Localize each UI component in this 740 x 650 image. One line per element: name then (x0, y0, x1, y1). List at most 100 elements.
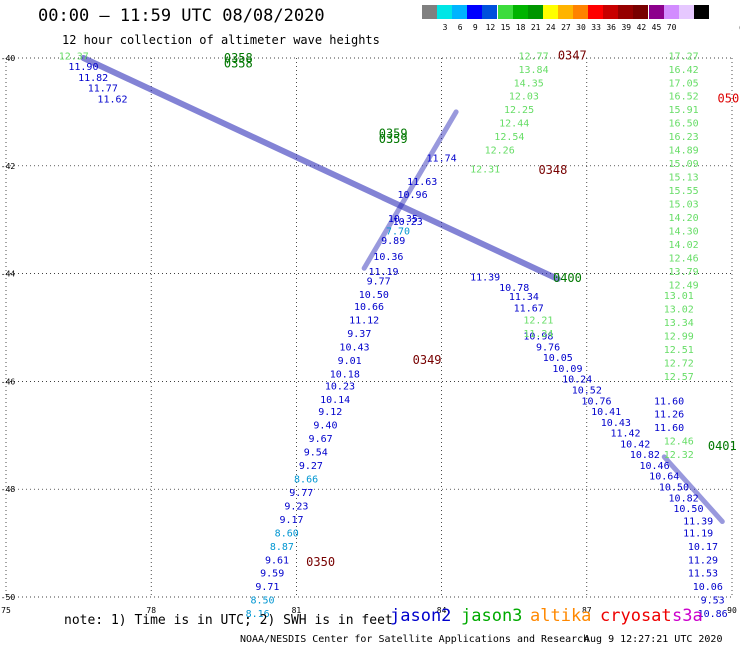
wave-height-label: 11.24 (523, 329, 553, 340)
wave-height-label: 16.52 (669, 92, 699, 103)
wave-height-label: 12.54 (494, 132, 524, 143)
wave-height-label: 10.24 (562, 375, 592, 386)
time-labels: 0358035803470507035903590348040005060500… (224, 48, 740, 569)
legend-swatch (588, 5, 604, 19)
wave-height-label: 11.60 (654, 423, 684, 434)
wave-height-label: 12.25 (504, 105, 534, 116)
satellite-tracks (80, 55, 725, 525)
wave-height-label: 10.66 (354, 302, 384, 313)
pass-time-label: 0350 (306, 555, 335, 569)
page-title: 00:00 – 11:59 UTC 08/08/2020 (38, 6, 325, 26)
wave-height-label: 11.29 (688, 555, 718, 566)
wave-height-label: 14.20 (669, 213, 699, 224)
wave-height-label: 7.70 (386, 226, 410, 237)
x-tick-label: 84 (437, 606, 447, 615)
wave-height-label: 10.50 (673, 504, 703, 515)
wave-height-label: 16.42 (669, 65, 699, 76)
wave-height-label: 12.21 (523, 315, 553, 326)
wave-height-label: 12.37 (59, 51, 89, 62)
dense-track (661, 454, 725, 525)
axis-ticks: 75 78 81 84 87 90 -40 -42 -44 -46 -48 -50 (1, 54, 737, 615)
footnote: note: 1) Time is in UTC; 2) SWH is in fe… (64, 613, 393, 628)
wave-height-label: 10.76 (581, 396, 611, 407)
satellite-label: jason2 (390, 606, 452, 626)
wave-height-label: 15.09 (669, 159, 699, 170)
wave-height-label: 11.26 (654, 410, 684, 421)
satellite-label: s3a (672, 606, 703, 626)
wave-height-label: 10.06 (693, 582, 723, 593)
wave-height-label: 10.09 (552, 364, 582, 375)
legend-swatch (633, 5, 649, 19)
wave-height-label: 10.05 (543, 353, 573, 364)
wave-height-label: 15.55 (669, 186, 699, 197)
legend-swatch (663, 5, 679, 19)
wave-height-label: 9.89 (381, 236, 405, 247)
wave-height-label: 12.51 (664, 345, 694, 356)
legend-swatch (482, 5, 498, 19)
legend-swatch (512, 5, 528, 19)
wave-height-label: 13.84 (519, 65, 549, 76)
wave-height-label: 9.53 (701, 596, 725, 607)
wave-height-label: 15.03 (669, 200, 699, 211)
pass-time-label: 0400 (553, 271, 582, 285)
wave-height-label: 10.14 (320, 395, 350, 406)
legend-label: 42 (636, 23, 647, 32)
pass-time-label: 0507 (718, 91, 740, 105)
legend-label: 70 (666, 23, 677, 32)
wave-height-label: 15.91 (669, 105, 699, 116)
wave-height-label: 11.77 (88, 84, 118, 95)
wave-height-label: 9.77 (367, 277, 391, 288)
pass-time-label: 0349 (413, 353, 442, 367)
wave-height-label: 8.16 (246, 609, 270, 620)
legend-swatch (618, 5, 634, 19)
wave-height-label: 8.66 (294, 474, 318, 485)
dense-track (361, 109, 459, 271)
wave-height-label: 10.46 (640, 461, 670, 472)
legend-label: 45 (651, 23, 662, 32)
wave-height-label: 10.50 (359, 290, 389, 301)
wave-height-label: 14.89 (669, 146, 699, 157)
wave-height-label: 14.35 (514, 78, 544, 89)
legend-swatch (573, 5, 589, 19)
wave-height-label: 8.60 (275, 528, 299, 539)
wave-height-label: 10.23 (325, 382, 355, 393)
wave-height-label: 9.71 (255, 582, 279, 593)
wave-height-label: 11.19 (683, 528, 713, 539)
wave-height-label: 9.67 (309, 434, 333, 445)
wave-height-label: 10.82 (669, 493, 699, 504)
wave-height-label: 10.78 (499, 283, 529, 294)
legend-label: 21 (530, 23, 541, 32)
wave-height-label: 12.03 (509, 92, 539, 103)
wave-height-label: 11.90 (68, 62, 98, 73)
wave-height-label: 9.61 (265, 555, 289, 566)
wave-height-label: 15.13 (669, 173, 699, 184)
wave-height-label: 10.43 (339, 342, 369, 353)
wave-height-label: 9.27 (299, 461, 323, 472)
y-tick-label: -40 (1, 54, 16, 63)
wave-height-label: 13.02 (664, 305, 694, 316)
legend-swatch (678, 5, 694, 19)
wave-height-label: 17.05 (669, 78, 699, 89)
wave-height-label: 17.27 (669, 51, 699, 62)
wave-height-label: 10.98 (523, 332, 553, 343)
wave-height-label: 9.17 (280, 515, 304, 526)
satellite-label: altika (530, 606, 592, 626)
legend-label: 36 (606, 23, 616, 32)
wave-height-label: 10.86 (698, 609, 728, 620)
wave-height-label: 12.26 (485, 146, 515, 157)
pass-time-label: 0347 (558, 48, 587, 62)
pass-time-label: 0359 (379, 132, 408, 146)
y-tick-label: -42 (1, 162, 16, 171)
legend-swatch (422, 5, 438, 19)
wave-height-label: 10.23 (393, 217, 423, 228)
wave-height-label: 10.43 (601, 418, 631, 429)
satellite-label: cryosat (600, 606, 672, 626)
legend-swatch (497, 5, 513, 19)
legend-swatch (693, 5, 709, 19)
legend-label: 3 (442, 23, 448, 32)
wave-height-label: 11.53 (688, 569, 718, 580)
credit: NOAA/NESDIS Center for Satellite Applica… (240, 634, 590, 645)
y-tick-label: -44 (1, 270, 16, 279)
wave-height-label: 12.77 (519, 51, 549, 62)
